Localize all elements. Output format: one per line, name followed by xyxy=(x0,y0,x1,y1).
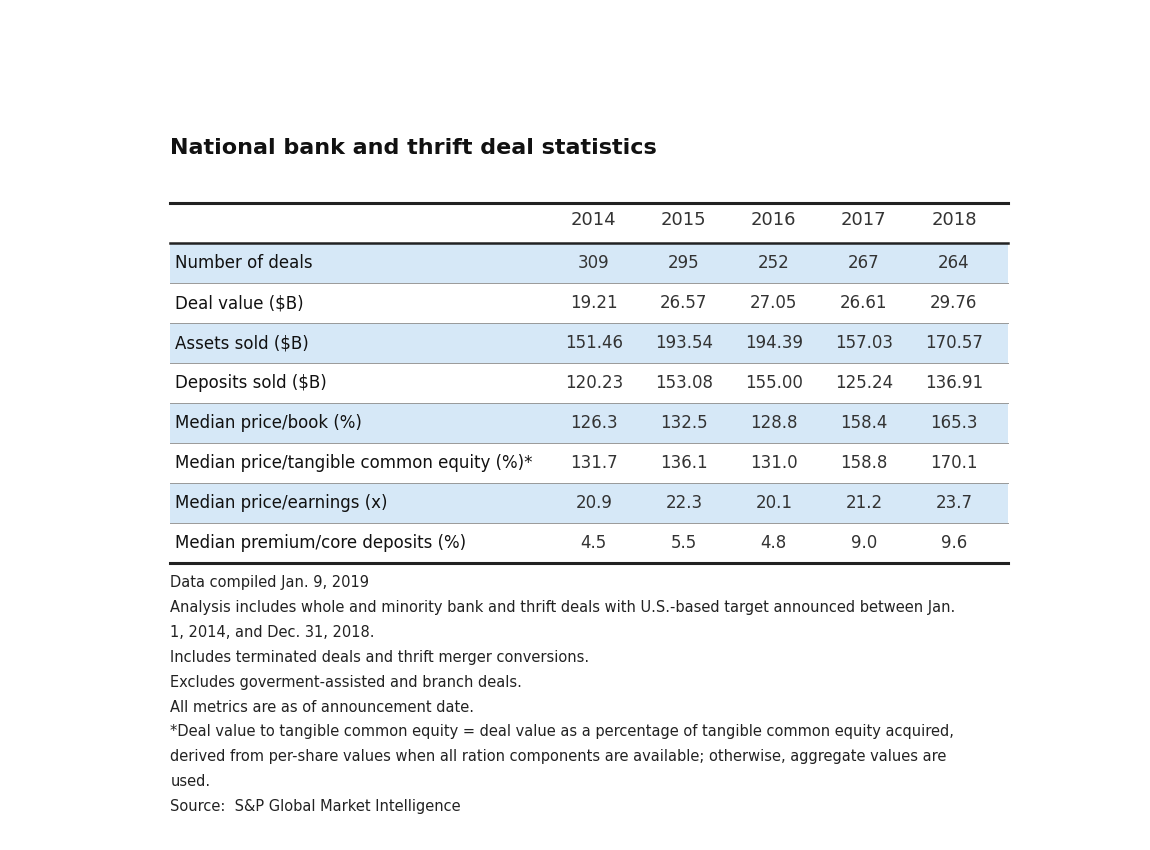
Text: National bank and thrift deal statistics: National bank and thrift deal statistics xyxy=(170,138,658,158)
Text: Source:  S&P Global Market Intelligence: Source: S&P Global Market Intelligence xyxy=(170,799,461,814)
Text: Deposits sold ($B): Deposits sold ($B) xyxy=(175,375,327,393)
Text: 155.00: 155.00 xyxy=(745,375,803,393)
Text: Deal value ($B): Deal value ($B) xyxy=(175,294,304,313)
Text: 157.03: 157.03 xyxy=(835,334,892,353)
Text: 170.57: 170.57 xyxy=(925,334,983,353)
Text: 4.5: 4.5 xyxy=(581,535,607,552)
Text: 264: 264 xyxy=(938,254,969,273)
Text: 128.8: 128.8 xyxy=(750,415,798,433)
Text: Analysis includes whole and minority bank and thrift deals with U.S.-based targe: Analysis includes whole and minority ban… xyxy=(170,600,956,615)
Text: 295: 295 xyxy=(668,254,699,273)
Text: 9.0: 9.0 xyxy=(851,535,877,552)
Text: Median premium/core deposits (%): Median premium/core deposits (%) xyxy=(175,535,466,552)
Text: 5.5: 5.5 xyxy=(670,535,697,552)
Text: Median price/earnings (x): Median price/earnings (x) xyxy=(175,495,388,513)
Text: 1, 2014, and Dec. 31, 2018.: 1, 2014, and Dec. 31, 2018. xyxy=(170,625,375,640)
Text: 126.3: 126.3 xyxy=(570,415,618,433)
Text: 2015: 2015 xyxy=(661,211,706,230)
Text: 120.23: 120.23 xyxy=(565,375,623,393)
Text: 267: 267 xyxy=(848,254,880,273)
Text: 26.61: 26.61 xyxy=(841,294,888,313)
Text: 131.7: 131.7 xyxy=(570,455,618,473)
Text: Median price/book (%): Median price/book (%) xyxy=(175,415,362,433)
Text: Median price/tangible common equity (%)*: Median price/tangible common equity (%)* xyxy=(175,455,532,473)
Text: 136.91: 136.91 xyxy=(925,375,983,393)
Bar xyxy=(170,484,1009,524)
Text: 2014: 2014 xyxy=(572,211,616,230)
Bar xyxy=(170,243,1009,283)
Text: 21.2: 21.2 xyxy=(845,495,882,513)
Bar xyxy=(170,404,1009,444)
Text: *Deal value to tangible common equity = deal value as a percentage of tangible c: *Deal value to tangible common equity = … xyxy=(170,724,954,740)
Text: 252: 252 xyxy=(758,254,790,273)
Text: 309: 309 xyxy=(578,254,610,273)
Text: 26.57: 26.57 xyxy=(660,294,707,313)
Text: 20.1: 20.1 xyxy=(756,495,792,513)
Text: Number of deals: Number of deals xyxy=(175,254,313,273)
Text: 9.6: 9.6 xyxy=(941,535,967,552)
Bar xyxy=(170,324,1009,364)
Text: 153.08: 153.08 xyxy=(654,375,713,393)
Text: 193.54: 193.54 xyxy=(654,334,713,353)
Text: 151.46: 151.46 xyxy=(565,334,623,353)
Text: 23.7: 23.7 xyxy=(935,495,973,513)
Text: 20.9: 20.9 xyxy=(575,495,612,513)
Text: Includes terminated deals and thrift merger conversions.: Includes terminated deals and thrift mer… xyxy=(170,649,590,665)
Text: 2018: 2018 xyxy=(932,211,976,230)
Text: All metrics are as of announcement date.: All metrics are as of announcement date. xyxy=(170,700,475,715)
Text: 158.4: 158.4 xyxy=(841,415,888,433)
Text: 4.8: 4.8 xyxy=(761,535,787,552)
Text: Assets sold ($B): Assets sold ($B) xyxy=(175,334,308,353)
Text: 29.76: 29.76 xyxy=(930,294,977,313)
Text: Data compiled Jan. 9, 2019: Data compiled Jan. 9, 2019 xyxy=(170,575,369,590)
Text: used.: used. xyxy=(170,774,210,789)
Text: 136.1: 136.1 xyxy=(660,455,707,473)
Text: 165.3: 165.3 xyxy=(930,415,977,433)
Text: 19.21: 19.21 xyxy=(570,294,618,313)
Text: Excludes goverment-assisted and branch deals.: Excludes goverment-assisted and branch d… xyxy=(170,675,522,689)
Text: 131.0: 131.0 xyxy=(750,455,798,473)
Text: 2017: 2017 xyxy=(841,211,887,230)
Text: 170.1: 170.1 xyxy=(930,455,977,473)
Text: 22.3: 22.3 xyxy=(666,495,703,513)
Text: 132.5: 132.5 xyxy=(660,415,707,433)
Text: derived from per-share values when all ration components are available; otherwis: derived from per-share values when all r… xyxy=(170,750,946,764)
Text: 27.05: 27.05 xyxy=(750,294,798,313)
Text: 194.39: 194.39 xyxy=(745,334,803,353)
Text: 158.8: 158.8 xyxy=(841,455,888,473)
Text: 2016: 2016 xyxy=(751,211,797,230)
Text: 125.24: 125.24 xyxy=(835,375,892,393)
